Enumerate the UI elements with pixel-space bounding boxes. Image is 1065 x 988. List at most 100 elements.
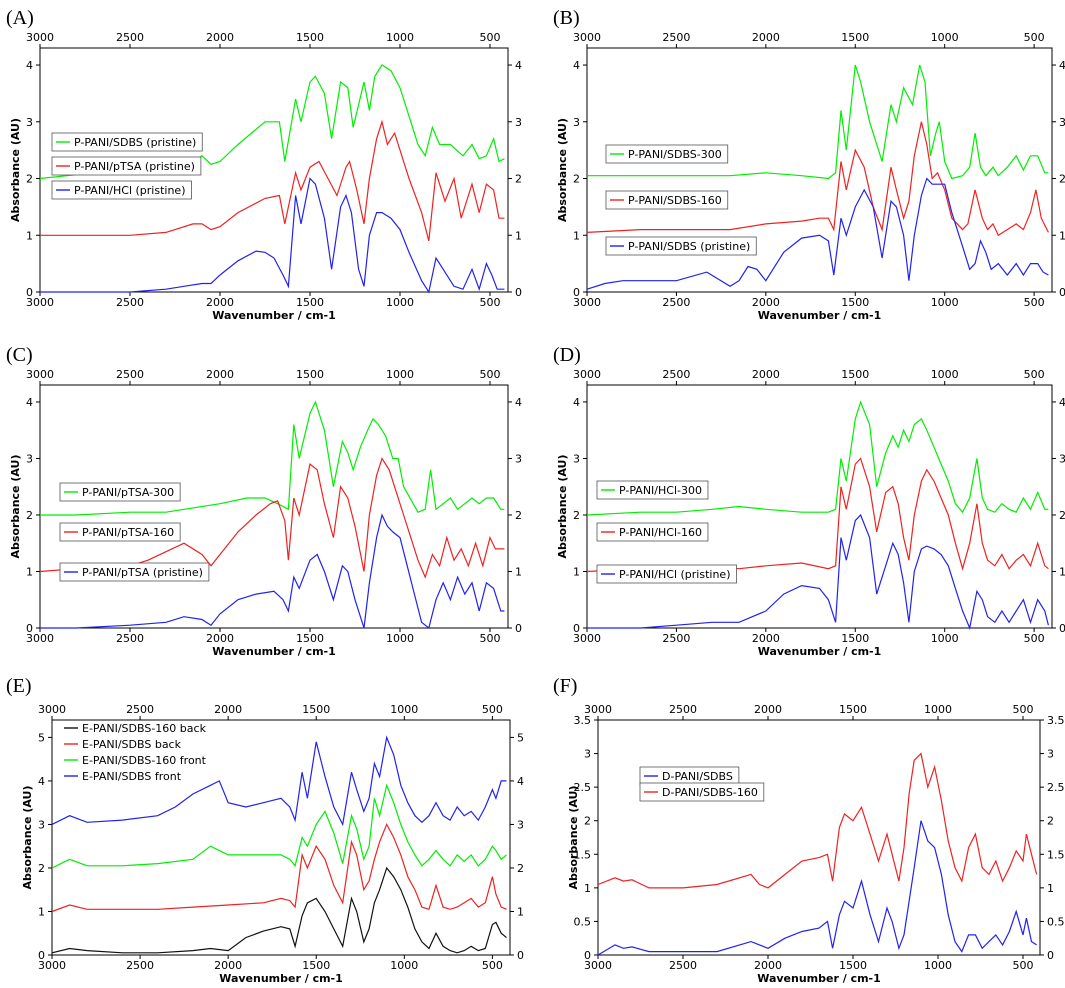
y-axis-title: Absorbance (AU) — [567, 785, 580, 889]
series-line — [51, 735, 507, 827]
y-axis-title: Absorbance (AU) — [9, 454, 22, 558]
plot-frame — [586, 47, 1053, 293]
plot-frame — [39, 384, 509, 629]
y-tick-label-right: 3 — [1059, 452, 1065, 465]
x-tick-label-top: 2500 — [662, 31, 690, 44]
x-tick-label-top: 500 — [1013, 703, 1034, 716]
x-tick-label-top: 3000 — [573, 368, 601, 381]
series-line — [51, 866, 507, 954]
legend-label: P-PANI/SDBS (pristine) — [74, 136, 196, 149]
legend-label: P-PANI/HCl (pristine) — [619, 568, 730, 581]
x-axis-title: Wavenumber / cm-1 — [758, 309, 882, 322]
x-tick-label-top: 1000 — [386, 368, 414, 381]
x-tick-label: 1500 — [302, 959, 330, 972]
y-tick-label: 4 — [573, 396, 580, 409]
y-tick-label: 0 — [38, 949, 45, 962]
legend-entry: P-PANI/SDBS (pristine) — [51, 132, 203, 152]
x-tick-label-top: 1000 — [931, 368, 959, 381]
y-tick-label-right: 4 — [1059, 59, 1065, 72]
y-tick-label: 2 — [573, 173, 580, 186]
legend-label: P-PANI/pTSA (pristine) — [82, 566, 203, 579]
legend-entry: P-PANI/HCl-300 — [596, 480, 709, 500]
y-tick-label-right: 4 — [515, 396, 522, 409]
y-tick-label: 4 — [26, 396, 33, 409]
legend-entry: P-PANI/pTSA (pristine) — [51, 156, 202, 176]
legend-entry: P-PANI/HCl (pristine) — [51, 180, 192, 200]
y-tick-label: 0 — [584, 949, 591, 962]
legend-box — [639, 782, 765, 802]
x-tick-label-top: 2500 — [669, 703, 697, 716]
x-axis-title: Wavenumber / cm-1 — [758, 645, 882, 658]
panel-letter: (F) — [553, 675, 577, 697]
y-tick-label-right: 3 — [1047, 748, 1054, 761]
x-tick-label-top: 3000 — [573, 31, 601, 44]
x-tick-label: 2000 — [754, 959, 782, 972]
x-tick-label-top: 1500 — [841, 31, 869, 44]
legend-label: P-PANI/SDBS-160 — [628, 194, 722, 207]
legend-entry: E-PANI/SDBS back — [64, 738, 182, 751]
x-tick-label: 1000 — [386, 296, 414, 309]
x-tick-label: 1000 — [390, 959, 418, 972]
x-tick-label-top: 500 — [482, 703, 503, 716]
x-tick-label: 500 — [480, 632, 501, 645]
legend-entry: P-PANI/HCl (pristine) — [596, 564, 737, 584]
x-tick-label-top: 1500 — [296, 368, 324, 381]
legend-label: P-PANI/HCl-160 — [619, 526, 702, 539]
x-tick-label: 3000 — [38, 959, 66, 972]
x-tick-label: 500 — [482, 959, 503, 972]
y-tick-label: 4 — [38, 775, 45, 788]
x-tick-label: 1000 — [931, 632, 959, 645]
series-line — [40, 400, 505, 516]
y-tick-label-right: 0 — [1047, 949, 1054, 962]
legend-entry: P-PANI/pTSA-160 — [59, 522, 181, 542]
y-axis-title: Absorbance (AU) — [21, 785, 34, 889]
y-tick-label: 2 — [26, 173, 33, 186]
series-line — [586, 400, 1049, 516]
x-tick-label: 500 — [1013, 959, 1034, 972]
legend-box — [51, 132, 203, 152]
x-tick-label: 3000 — [26, 632, 54, 645]
legend-box — [59, 522, 181, 542]
y-tick-label-right: 1 — [1059, 565, 1065, 578]
y-tick-label-right: 2 — [1059, 509, 1065, 522]
y-tick-label: 0 — [573, 622, 580, 635]
legend-entry: P-PANI/pTSA (pristine) — [59, 562, 210, 582]
series-line — [586, 121, 1049, 237]
y-tick-label: 2.5 — [574, 781, 592, 794]
x-tick-label-top: 1000 — [924, 703, 952, 716]
x-tick-label-top: 2500 — [126, 703, 154, 716]
x-tick-label-top: 1000 — [386, 31, 414, 44]
x-tick-label-top: 1500 — [302, 703, 330, 716]
x-axis-title: Wavenumber / cm-1 — [219, 972, 343, 985]
y-tick-label-right: 0 — [1059, 286, 1065, 299]
legend-label: D-PANI/SDBS — [662, 770, 733, 783]
y-tick-label: 3 — [584, 748, 591, 761]
chart-panel-6: (F)3000300025002500200020001500150010001… — [553, 675, 1065, 985]
chart-panel-5: (E)3000300025002500200020001500150010001… — [6, 675, 524, 985]
panel-letter: (C) — [6, 344, 33, 366]
y-tick-label: 4 — [26, 59, 33, 72]
x-tick-label: 2500 — [662, 296, 690, 309]
series-line — [587, 64, 1049, 180]
y-tick-label: 1 — [573, 565, 580, 578]
legend-label: P-PANI/pTSA-300 — [82, 486, 174, 499]
x-tick-label-top: 2000 — [206, 31, 234, 44]
legend-label: E-PANI/SDBS-160 front — [82, 754, 207, 767]
legend-entry: P-PANI/SDBS-300 — [605, 144, 729, 164]
x-tick-label-top: 500 — [480, 31, 501, 44]
legend-entry: P-PANI/pTSA-300 — [59, 482, 181, 502]
y-axis-title: Absorbance (AU) — [9, 118, 22, 222]
y-tick-label: 0 — [26, 286, 33, 299]
y-tick-label-right: 2 — [1059, 173, 1065, 186]
legend-label: P-PANI/SDBS-300 — [628, 148, 722, 161]
x-tick-label-top: 1500 — [296, 31, 324, 44]
series-line — [40, 119, 505, 242]
legend-entry: E-PANI/SDBS-160 front — [64, 754, 207, 767]
panel-letter: (D) — [553, 344, 581, 366]
chart-panel-1: (A)3000300025002500200020001500150010001… — [6, 7, 522, 322]
x-tick-label: 2500 — [116, 632, 144, 645]
y-tick-label: 1 — [573, 229, 580, 242]
y-tick-label: 1 — [584, 882, 591, 895]
y-tick-label-right: 2 — [517, 862, 524, 875]
